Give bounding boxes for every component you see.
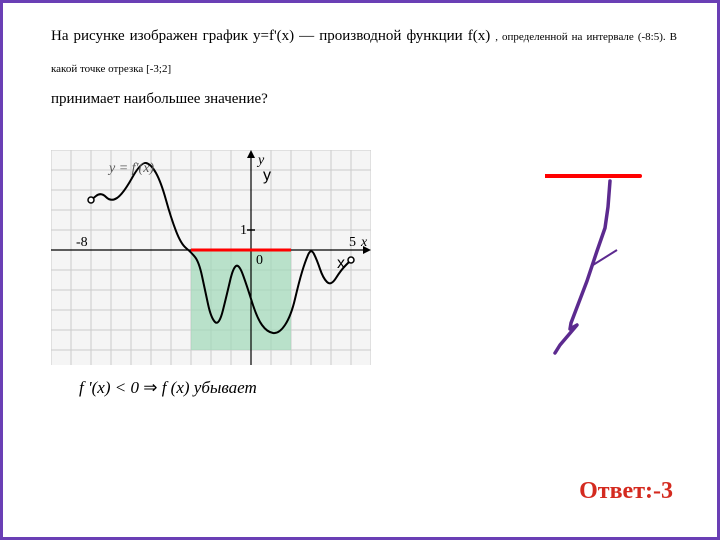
y-axis-arrow	[247, 150, 255, 158]
formula-fx: f (x)	[162, 378, 190, 397]
formula-lhs: f '(x) < 0	[79, 378, 139, 397]
formula-arrow: ⇒	[139, 378, 162, 397]
problem-part3: принимает наибольшее значение?	[51, 91, 268, 107]
answer-text: Ответ:-3	[579, 478, 673, 505]
hand-sketch	[545, 173, 675, 368]
answer-label: Ответ:	[579, 478, 653, 504]
tick-neg8: -8	[76, 235, 88, 250]
derivative-graph: y = f'(x) -8 5 1 0 x y x y	[51, 150, 371, 365]
x-glyph: x	[360, 235, 368, 250]
origin-label: 0	[256, 253, 263, 268]
highlight-region	[191, 250, 291, 350]
tick-5: 5	[349, 235, 356, 250]
graph-title-label: y = f'(x)	[107, 161, 154, 176]
derivative-implication: f '(x) < 0 ⇒ f (x) убывает	[79, 378, 257, 398]
x-axis-label: x	[337, 255, 345, 272]
y-axis-label: y	[263, 167, 271, 184]
tick-1: 1	[240, 223, 247, 238]
problem-part1: На рисунке изображен график y=f'(x) — пр…	[51, 28, 495, 44]
answer-value: -3	[653, 478, 673, 504]
sketch-purple-curve	[555, 181, 610, 353]
endpoint-left	[88, 197, 94, 203]
y-glyph: y	[256, 153, 265, 168]
problem-text: На рисунке изображен график y=f'(x) — пр…	[51, 21, 677, 116]
problem-part1b: , определенной на интервале (-8:5)	[495, 31, 663, 43]
formula-tail: убывает	[190, 378, 257, 397]
endpoint-right	[348, 257, 354, 263]
